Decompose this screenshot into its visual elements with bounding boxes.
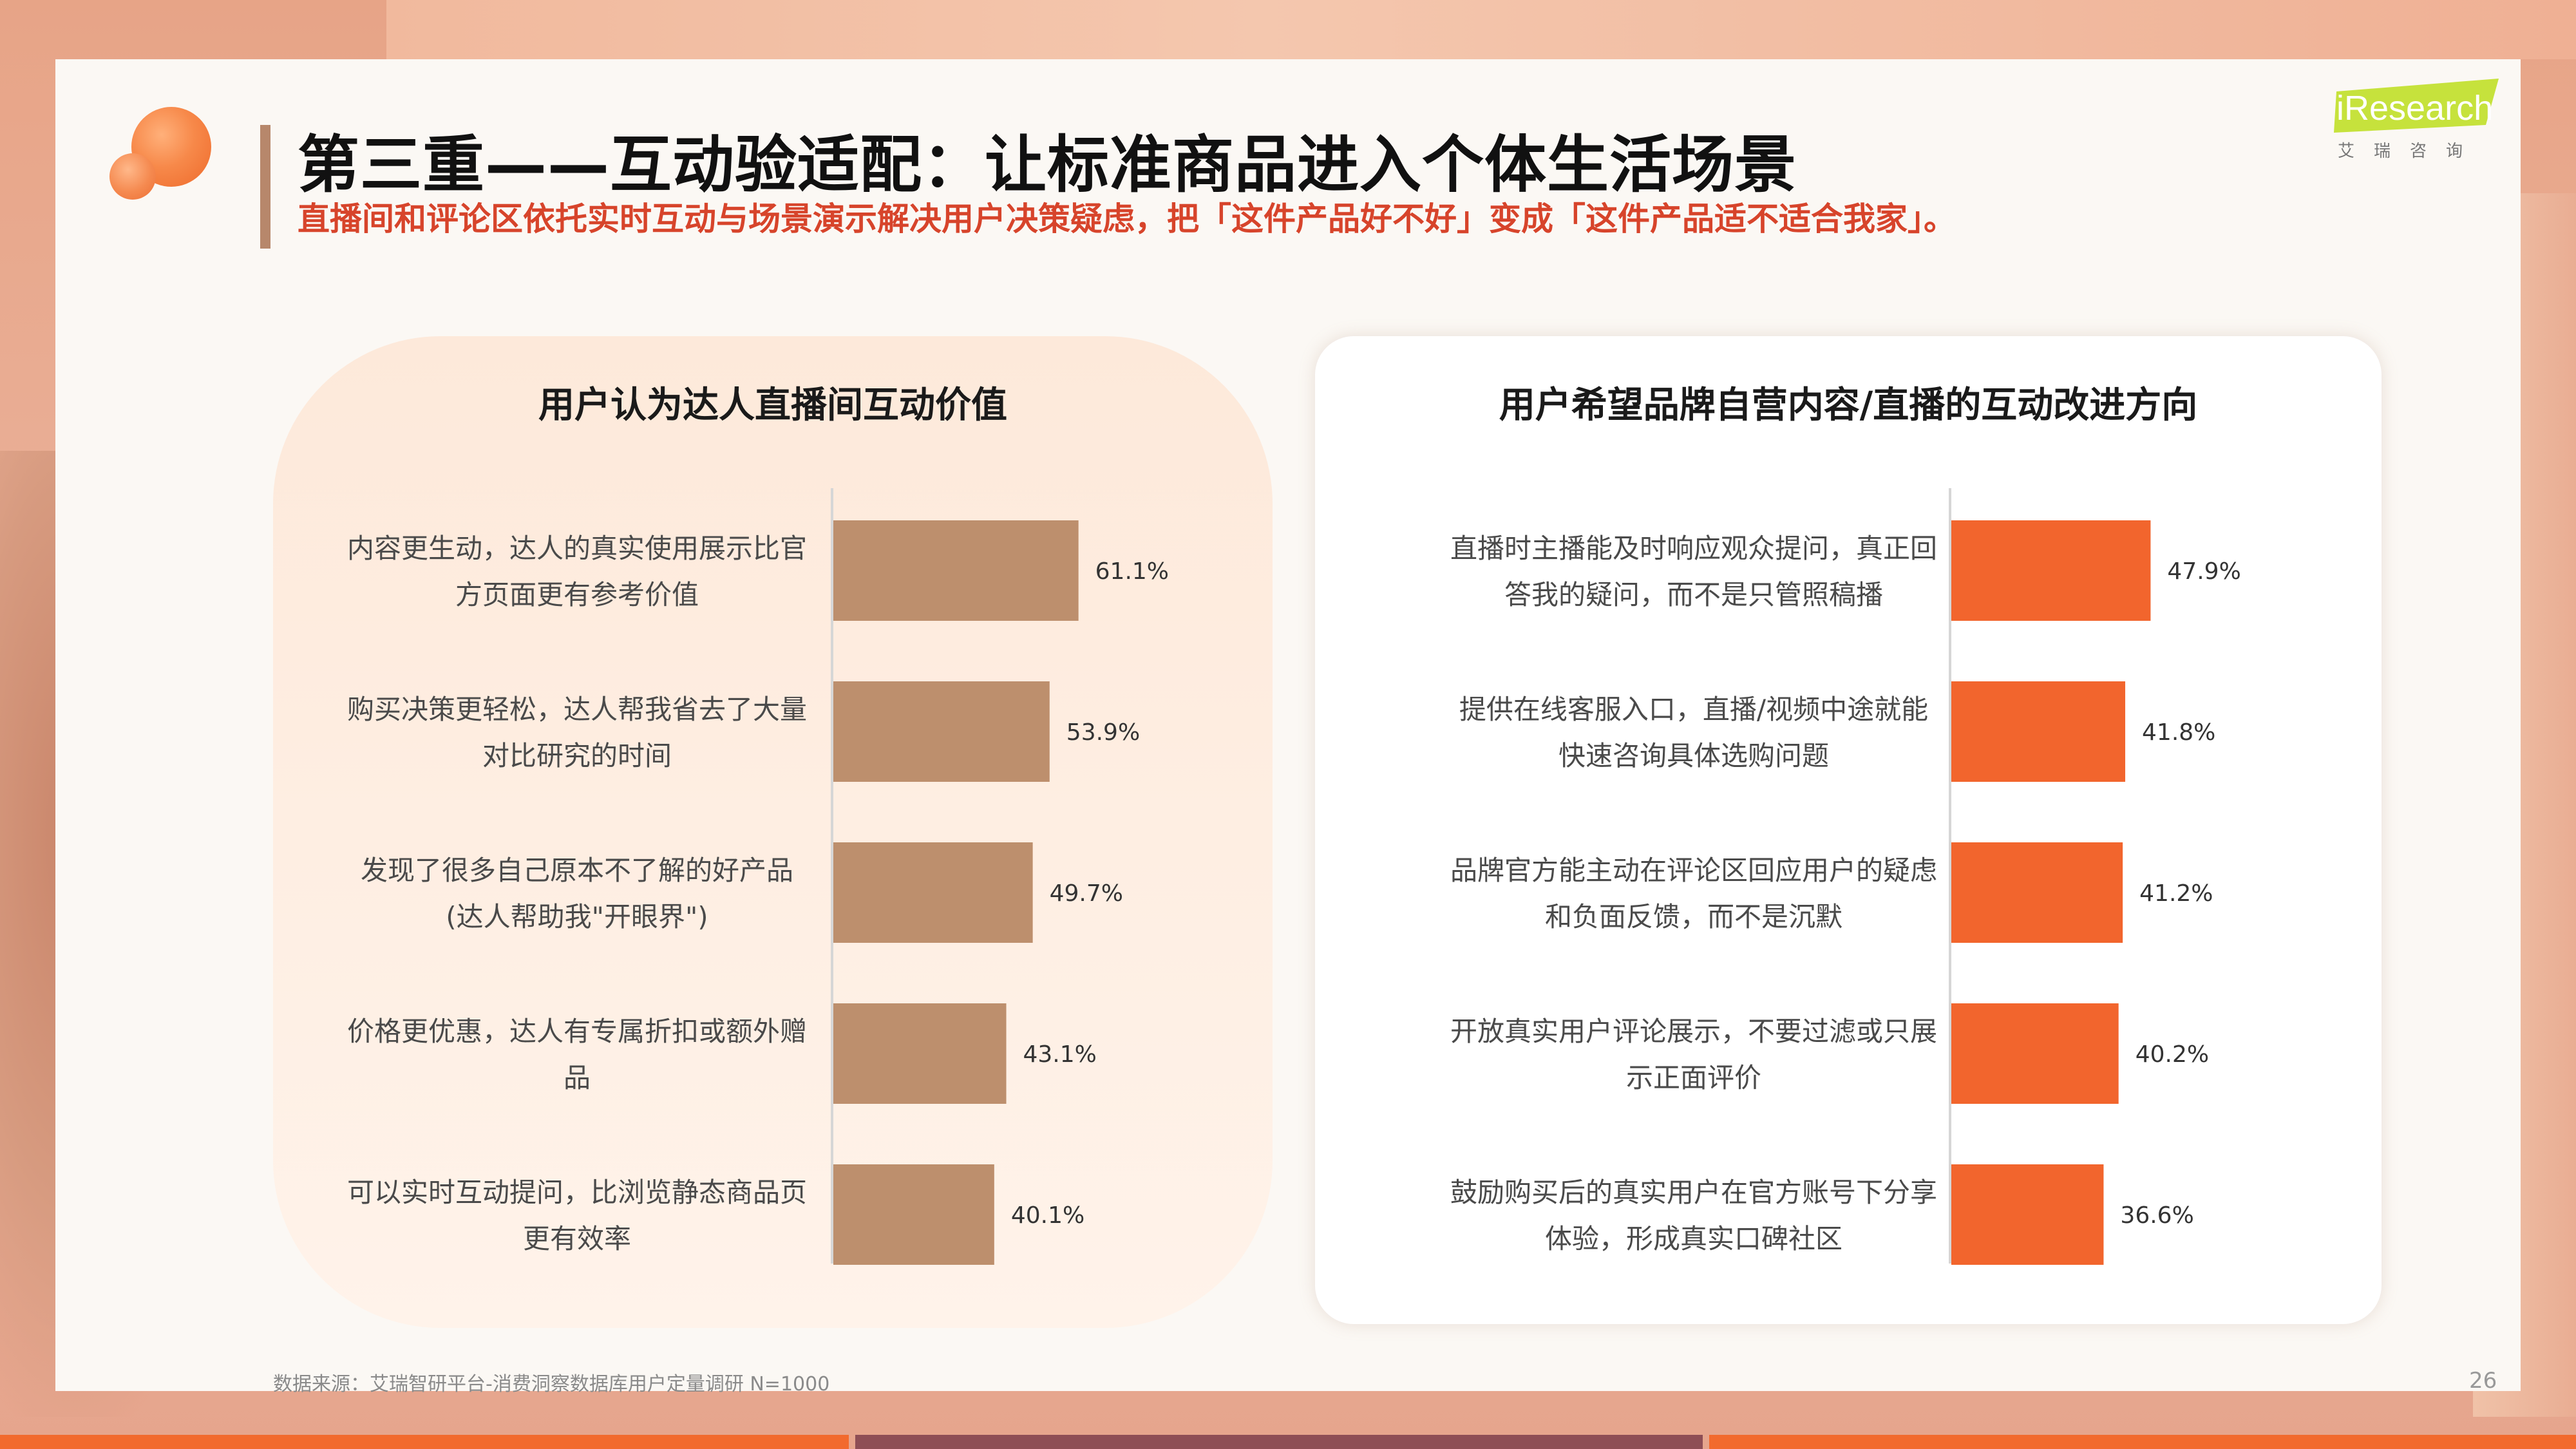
bar-5 (1951, 1164, 2104, 1265)
bar-value-label: 47.9% (2167, 558, 2240, 585)
orange-circle-logo-small (109, 153, 156, 200)
title-accent-bar (260, 125, 270, 249)
page-title: 第三重——互动验适配：让标准商品进入个体生活场景 (298, 129, 1797, 201)
category-label: 和负面反馈，而不是沉默 (1545, 901, 1842, 933)
category-label: 体验，形成真实口碑社区 (1545, 1223, 1842, 1255)
category-label: 品 (564, 1062, 591, 1094)
category-label: 开放真实用户评论展示，不要过滤或只展 (1450, 1016, 1937, 1047)
bottom-bar-orange-right (1709, 1435, 2576, 1449)
bar-value-label: 53.9% (1066, 719, 1140, 746)
bar-value-label: 41.8% (2142, 719, 2215, 746)
iresearch-logo-subtext: 艾瑞咨询 (2338, 142, 2483, 161)
page-subtitle: 直播间和评论区依托实时互动与场景演示解决用户决策疑虑，把「这件产品好不好」变成「… (298, 200, 1956, 238)
bar-value-label: 41.2% (2139, 880, 2213, 907)
bottom-bar-orange (0, 1435, 849, 1449)
bar-value-label: 61.1% (1095, 558, 1169, 585)
bar-2 (833, 681, 1050, 782)
category-label: 更有效率 (523, 1223, 631, 1255)
iresearch-logo: iResearch (2334, 79, 2499, 133)
bar-4 (833, 1003, 1007, 1104)
left-chart-panel (273, 336, 1273, 1328)
category-label: 价格更优惠，达人有专属折扣或额外赠 (347, 1016, 807, 1047)
page-number: 26 (2469, 1368, 2497, 1394)
category-label: 鼓励购买后的真实用户在官方账号下分享 (1450, 1177, 1937, 1208)
bar-value-label: 36.6% (2120, 1202, 2193, 1229)
bar-5 (833, 1164, 994, 1265)
bar-3 (1951, 842, 2123, 943)
category-label: 直播时主播能及时响应观众提问，真正回 (1450, 533, 1937, 564)
bar-1 (1951, 520, 2151, 621)
category-label: 内容更生动，达人的真实使用展示比官 (347, 533, 807, 564)
category-label: 答我的疑问，而不是只管照稿播 (1504, 579, 1883, 611)
category-label: 快速咨询具体选购问题 (1558, 740, 1829, 772)
category-label: 对比研究的时间 (482, 740, 672, 772)
background-top-band (386, 0, 2576, 59)
category-label: 方页面更有参考价值 (455, 579, 699, 611)
category-label: 购买决策更轻松，达人帮我省去了大量 (347, 694, 807, 725)
bar-2 (1951, 681, 2126, 782)
bottom-bar-maroon (855, 1435, 1703, 1449)
category-label: 品牌官方能主动在评论区回应用户的疑虑 (1450, 855, 1937, 886)
bar-4 (1951, 1003, 2119, 1104)
bar-value-label: 40.2% (2136, 1041, 2209, 1068)
iresearch-logo-text: iResearch (2336, 89, 2493, 128)
right-chart-panel (1315, 336, 2382, 1324)
bar-value-label: 40.1% (1011, 1202, 1084, 1229)
category-label: 示正面评价 (1626, 1062, 1761, 1094)
bar-value-label: 49.7% (1050, 880, 1123, 907)
category-label: 发现了很多自己原本不了解的好产品 (361, 855, 793, 886)
bar-1 (833, 520, 1079, 621)
left-chart-title: 用户认为达人直播间互动价值 (538, 384, 1007, 426)
right-chart-title: 用户希望品牌自营内容/直播的互动改进方向 (1499, 384, 2198, 426)
data-source-note: 数据来源：艾瑞智研平台-消费洞察数据库用户定量调研 N=1000 (273, 1373, 830, 1396)
bar-3 (833, 842, 1033, 943)
category-label: 提供在线客服入口，直播/视频中途就能 (1459, 694, 1928, 725)
bar-value-label: 43.1% (1023, 1041, 1097, 1068)
category-label: (达人帮助我"开眼界") (446, 901, 708, 933)
category-label: 可以实时互动提问，比浏览静态商品页 (347, 1177, 807, 1208)
